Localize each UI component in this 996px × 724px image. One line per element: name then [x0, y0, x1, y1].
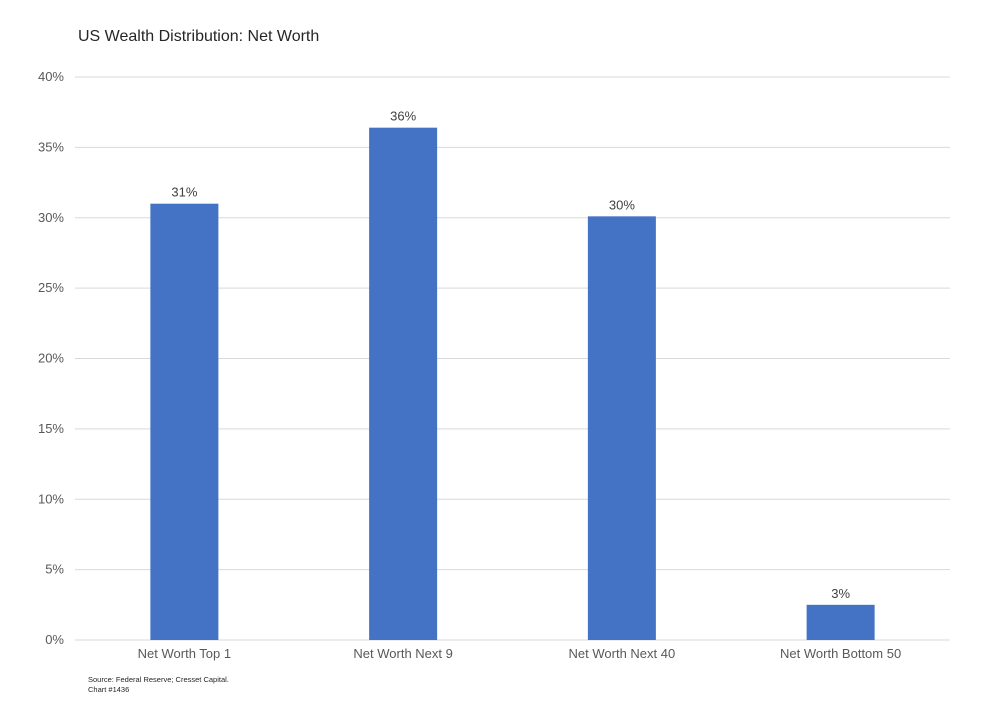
bar — [806, 604, 875, 640]
data-labels: 31% 36% 30% 3% — [171, 109, 850, 601]
data-label: 31% — [171, 185, 197, 200]
data-label: 36% — [390, 109, 416, 124]
y-axis-ticks: 0% 5% 10% 15% 20% 25% 30% 35% 40% — [38, 69, 64, 647]
y-tick-label: 15% — [38, 421, 64, 436]
y-tick-label: 20% — [38, 351, 64, 366]
y-tick-label: 30% — [38, 210, 64, 225]
x-category-label: Net Worth Next 9 — [353, 646, 452, 661]
x-axis-categories: Net Worth Top 1 Net Worth Next 9 Net Worth… — [138, 646, 902, 661]
data-label: 30% — [609, 197, 635, 212]
y-tick-label: 5% — [45, 562, 64, 577]
source-note: Source: Federal Reserve; Cresset Capital… — [88, 675, 229, 695]
x-category-label: Net Worth Top 1 — [138, 646, 231, 661]
y-tick-label: 40% — [38, 69, 64, 84]
bar — [587, 216, 656, 640]
bar — [150, 203, 219, 641]
chart-id: Chart #1436 — [88, 685, 130, 694]
data-label: 3% — [831, 586, 850, 601]
bars — [150, 127, 875, 641]
source-text: Source: Federal Reserve; Cresset Capital… — [88, 675, 229, 684]
y-tick-label: 10% — [38, 491, 64, 506]
bar — [369, 127, 438, 641]
chart-title: US Wealth Distribution: Net Worth — [78, 28, 320, 45]
y-tick-label: 25% — [38, 280, 64, 295]
y-tick-label: 35% — [38, 139, 64, 154]
y-tick-label: 0% — [45, 632, 64, 647]
x-category-label: Net Worth Bottom 50 — [780, 646, 901, 661]
gridlines — [75, 76, 950, 641]
x-category-label: Net Worth Next 40 — [569, 646, 676, 661]
